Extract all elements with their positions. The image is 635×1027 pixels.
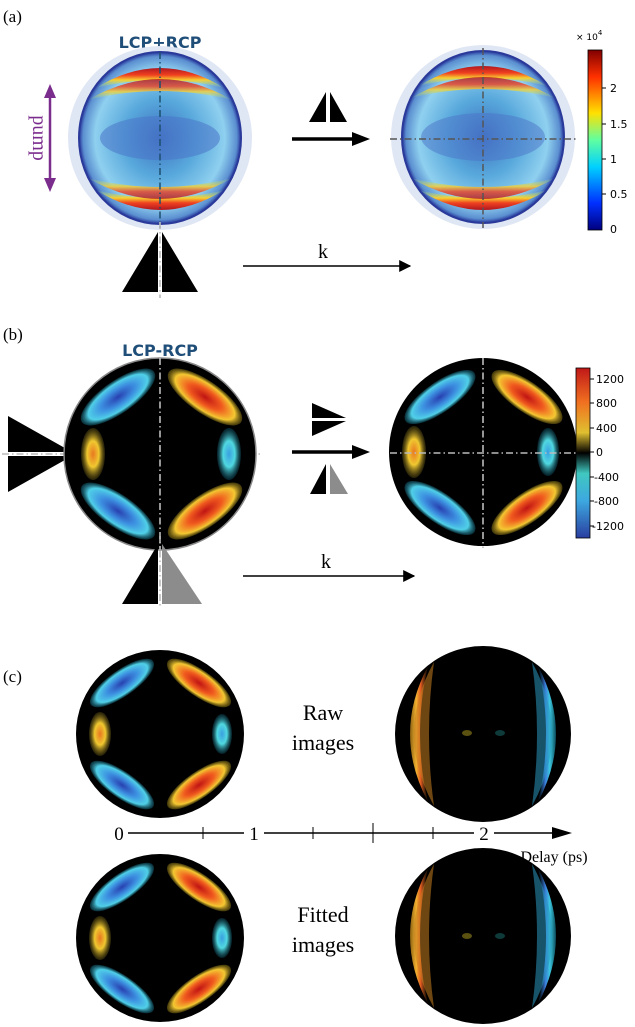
map-b-right (389, 358, 578, 548)
prism-b-bottom-icon (122, 536, 202, 608)
raw-label-line1: Raw (303, 700, 343, 725)
panel-a-label: (a) (3, 7, 22, 26)
prism-a-small-icon (309, 88, 347, 126)
map-a-right (390, 45, 578, 229)
panel-a: (a) LCP+RCP pump (3, 7, 628, 298)
panel-b-label: (b) (3, 325, 23, 344)
delay-tick-1: 1 (249, 824, 259, 845)
panel-c: (c) Raw images (3, 646, 588, 1024)
colorbar-a-tick: 1 (610, 153, 617, 166)
prism-b-small-bottom-icon (310, 460, 348, 498)
colorbar-a-tick: 0.5 (610, 188, 628, 201)
raw-label-line2: images (292, 730, 354, 755)
colorbar-b-tick: -1200 (592, 520, 624, 533)
prism-b-left-icon (2, 416, 262, 492)
colorbar-b-tick: 0 (596, 446, 603, 459)
raw-image-right (395, 646, 571, 822)
pump-label: pump (28, 115, 50, 161)
delay-tick-0: 0 (114, 824, 124, 845)
colorbar-b-tick: 800 (596, 397, 617, 410)
colorbar-a-tick: 2 (610, 82, 617, 95)
colorbar-a-tick: 1.5 (610, 118, 628, 131)
fitted-image-left (76, 854, 244, 1022)
colorbar-b-tick: -400 (594, 471, 619, 484)
pump-arrow (44, 84, 56, 192)
colorbar-a: × 104 2 1.5 1 0.5 0 (576, 29, 628, 236)
colorbar-b-tick: -800 (594, 495, 619, 508)
transform-arrow-b-head (352, 445, 370, 459)
colorbar-a-scale: × 104 (576, 29, 603, 43)
delay-axis-label: Delay (ps) (520, 849, 587, 866)
panel-c-label: (c) (3, 667, 22, 686)
prism-a-bottom-icon (122, 222, 198, 298)
k-label-b: k (321, 551, 331, 573)
delay-tick-2: 2 (479, 824, 489, 845)
delay-axis: 0 1 2 Delay (ps) (110, 823, 588, 866)
k-label-a: k (318, 241, 328, 263)
fitted-label-line2: images (292, 932, 354, 957)
fitted-label-line1: Fitted (297, 902, 348, 927)
colorbar-b-tick: 1200 (596, 373, 624, 386)
panel-b: (b) LCP-RCP (2, 325, 624, 608)
colorbar-a-tick: 0 (610, 223, 617, 236)
panel-b-title: LCP-RCP (122, 341, 198, 360)
panel-a-title: LCP+RCP (119, 33, 202, 52)
prism-b-small-top-icon (308, 403, 350, 436)
colorbar-b: 1200 800 400 0 -400 -800 -1200 (575, 367, 624, 539)
fitted-image-right (395, 848, 571, 1024)
raw-image-left (76, 650, 244, 818)
map-b-left (63, 357, 257, 551)
transform-arrow-a-head (352, 132, 370, 146)
map-a-left (68, 46, 252, 230)
colorbar-b-tick: 400 (596, 422, 617, 435)
